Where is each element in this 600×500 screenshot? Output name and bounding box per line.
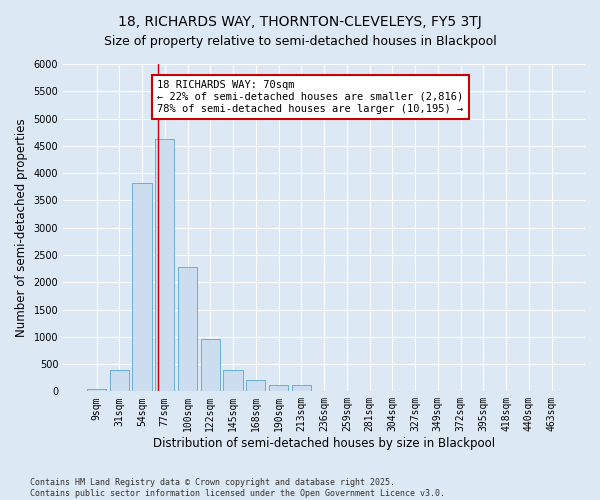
Bar — [200, 339, 220, 392]
Bar — [87, 388, 106, 392]
Bar — [223, 370, 243, 392]
Text: Contains HM Land Registry data © Crown copyright and database right 2025.
Contai: Contains HM Land Registry data © Crown c… — [30, 478, 445, 498]
Bar — [246, 380, 265, 392]
Text: Size of property relative to semi-detached houses in Blackpool: Size of property relative to semi-detach… — [104, 35, 496, 48]
Text: 18 RICHARDS WAY: 70sqm
← 22% of semi-detached houses are smaller (2,816)
78% of : 18 RICHARDS WAY: 70sqm ← 22% of semi-det… — [157, 80, 463, 114]
Y-axis label: Number of semi-detached properties: Number of semi-detached properties — [15, 118, 28, 337]
Bar — [110, 370, 129, 392]
Bar — [269, 386, 288, 392]
Bar — [178, 268, 197, 392]
Bar — [133, 183, 152, 392]
Bar — [155, 140, 175, 392]
Text: 18, RICHARDS WAY, THORNTON-CLEVELEYS, FY5 3TJ: 18, RICHARDS WAY, THORNTON-CLEVELEYS, FY… — [118, 15, 482, 29]
Bar — [292, 386, 311, 392]
X-axis label: Distribution of semi-detached houses by size in Blackpool: Distribution of semi-detached houses by … — [153, 437, 495, 450]
